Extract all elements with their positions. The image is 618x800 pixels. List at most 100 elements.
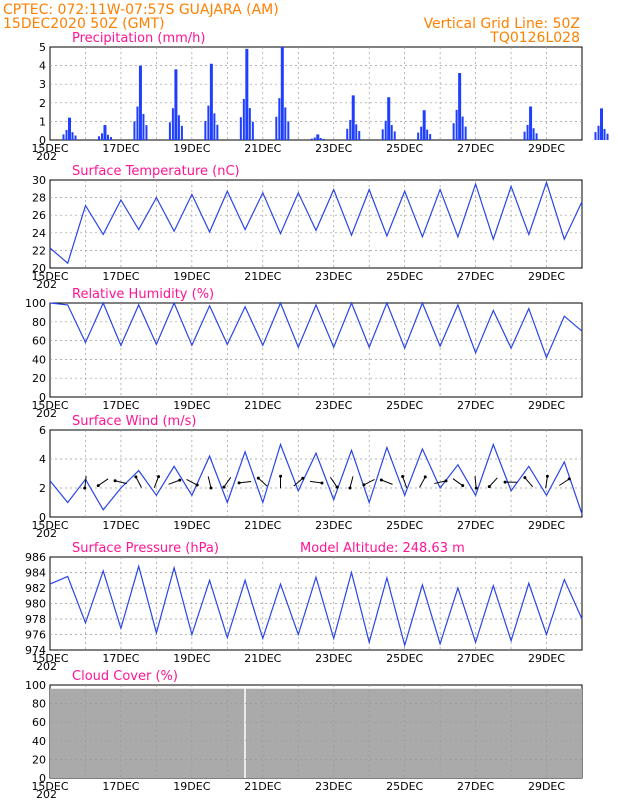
wind-arrow bbox=[309, 480, 323, 484]
x-tick-label: 17DEC bbox=[102, 780, 139, 793]
wind-arrow bbox=[558, 478, 570, 486]
plot-frame bbox=[49, 302, 583, 398]
precip-bar bbox=[248, 108, 251, 140]
precip-bar bbox=[532, 128, 535, 140]
wind-arrow-head bbox=[113, 479, 117, 483]
precip-bar bbox=[204, 120, 207, 140]
precip-bar bbox=[251, 121, 254, 140]
series-line bbox=[49, 564, 583, 648]
y-tick-label: 80 bbox=[32, 316, 46, 329]
precip-bar bbox=[275, 116, 278, 140]
panel-3: 0 2 4 6 15DEC 17DEC 19DEC 21DEC 23DEC 25DEC 27DEC 2… bbox=[31, 414, 583, 540]
y-tick-label: 980 bbox=[25, 598, 46, 611]
header: CPTEC: 072:11W-07:57S GUAJARA (AM) 15DEC… bbox=[3, 2, 580, 46]
y-tick-label: 4 bbox=[39, 453, 46, 466]
wind-arrow bbox=[434, 480, 447, 485]
series-line bbox=[49, 180, 583, 265]
precip-bar bbox=[420, 126, 423, 140]
wind-arrow-head bbox=[320, 481, 324, 485]
wind-arrow-head bbox=[256, 476, 260, 480]
wind-arrow-head bbox=[401, 475, 405, 479]
y-tick-label: 40 bbox=[32, 735, 46, 748]
precip-bar bbox=[600, 108, 604, 140]
precip-bar bbox=[284, 107, 287, 140]
wind-arrow bbox=[452, 478, 464, 487]
precip-bar bbox=[606, 133, 609, 140]
y-tick-label: 0 bbox=[39, 511, 46, 524]
precip-bar bbox=[100, 133, 103, 140]
precip-bar bbox=[426, 129, 429, 140]
x-tick-label: 21DEC bbox=[244, 780, 281, 793]
x-tick-label: 15DEC bbox=[31, 780, 68, 793]
x-tick-label: 21DEC bbox=[244, 142, 281, 155]
y-tick-label: 974 bbox=[25, 644, 46, 657]
x-tick-label: 25DEC bbox=[386, 652, 423, 665]
precip-bar bbox=[242, 98, 245, 140]
wind-arrow-head bbox=[474, 486, 478, 490]
precip-bar bbox=[313, 137, 316, 140]
series-line bbox=[49, 442, 583, 515]
x-tick-label: 21DEC bbox=[244, 652, 281, 665]
precip-bar bbox=[381, 129, 384, 140]
wind-arrow-head bbox=[209, 486, 213, 490]
panel-title: Surface Temperature (nC) bbox=[72, 164, 240, 179]
panel-title: Surface Pressure (hPa) bbox=[72, 541, 219, 556]
y-tick-label: 6 bbox=[39, 424, 46, 437]
panel-5: 0 20 40 60 80 100 15DEC 17DEC 19DEC 21DEC 23DEC 25D… bbox=[25, 669, 583, 800]
y-tick-label: 20 bbox=[32, 262, 46, 275]
wind-arrow bbox=[329, 476, 338, 488]
x-tick-label: 19DEC bbox=[173, 780, 210, 793]
wind-arrow-head bbox=[523, 476, 527, 480]
x-year-label: 202 bbox=[36, 660, 57, 673]
y-tick-label: 60 bbox=[32, 335, 46, 348]
precip-bar bbox=[355, 124, 358, 140]
panel-title: Cloud Cover (%) bbox=[72, 669, 178, 684]
precip-bar bbox=[145, 125, 148, 140]
wind-arrow bbox=[258, 477, 268, 487]
y-tick-label: 1 bbox=[39, 115, 46, 128]
x-tick-label: 27DEC bbox=[457, 652, 494, 665]
precip-bar bbox=[316, 134, 320, 140]
panels: 0 1 2 3 4 5 15DEC 17DEC 19DEC 21DEC 23DEC 25DEC 27DE… bbox=[25, 31, 609, 800]
y-tick-label: 982 bbox=[25, 582, 46, 595]
wind-arrow-head bbox=[96, 484, 100, 488]
precip-bar bbox=[278, 98, 281, 140]
precip-bar bbox=[171, 108, 174, 140]
y-tick-label: 976 bbox=[25, 629, 46, 642]
wind-arrow bbox=[293, 477, 304, 487]
precip-bar bbox=[138, 65, 142, 140]
y-tick-label: 978 bbox=[25, 613, 46, 626]
x-year-label: 202 bbox=[36, 788, 57, 800]
precip-bar bbox=[62, 134, 65, 140]
wind-arrow bbox=[488, 477, 498, 487]
precip-bar bbox=[68, 117, 72, 140]
wind-arrow-head bbox=[348, 486, 352, 490]
wind-arrow-head bbox=[157, 475, 161, 479]
precip-bar bbox=[319, 138, 322, 140]
x-tick-label: 17DEC bbox=[102, 399, 139, 412]
y-tick-label: 2 bbox=[39, 97, 46, 110]
y-tick-label: 26 bbox=[32, 209, 46, 222]
precip-bar bbox=[97, 136, 100, 140]
precip-bar bbox=[109, 137, 112, 140]
precip-bar bbox=[464, 126, 467, 140]
wind-arrow-head bbox=[335, 485, 339, 489]
x-tick-label: 29DEC bbox=[528, 519, 565, 532]
x-tick-label: 19DEC bbox=[173, 270, 210, 283]
precip-bar bbox=[594, 132, 597, 140]
wind-arrow-head bbox=[567, 477, 571, 481]
y-tick-label: 4 bbox=[39, 60, 46, 73]
wind-arrow bbox=[363, 479, 375, 486]
x-tick-label: 27DEC bbox=[457, 270, 494, 283]
precip-bar bbox=[74, 135, 77, 140]
x-tick-label: 15DEC bbox=[31, 652, 68, 665]
precip-bar bbox=[103, 125, 107, 140]
x-tick-label: 29DEC bbox=[528, 142, 565, 155]
wind-arrow bbox=[349, 476, 354, 489]
x-tick-label: 17DEC bbox=[102, 142, 139, 155]
y-tick-label: 986 bbox=[25, 551, 46, 564]
precip-bar bbox=[106, 134, 109, 140]
panel-title: Precipitation (mm/h) bbox=[72, 31, 205, 46]
precip-bar bbox=[213, 113, 216, 140]
